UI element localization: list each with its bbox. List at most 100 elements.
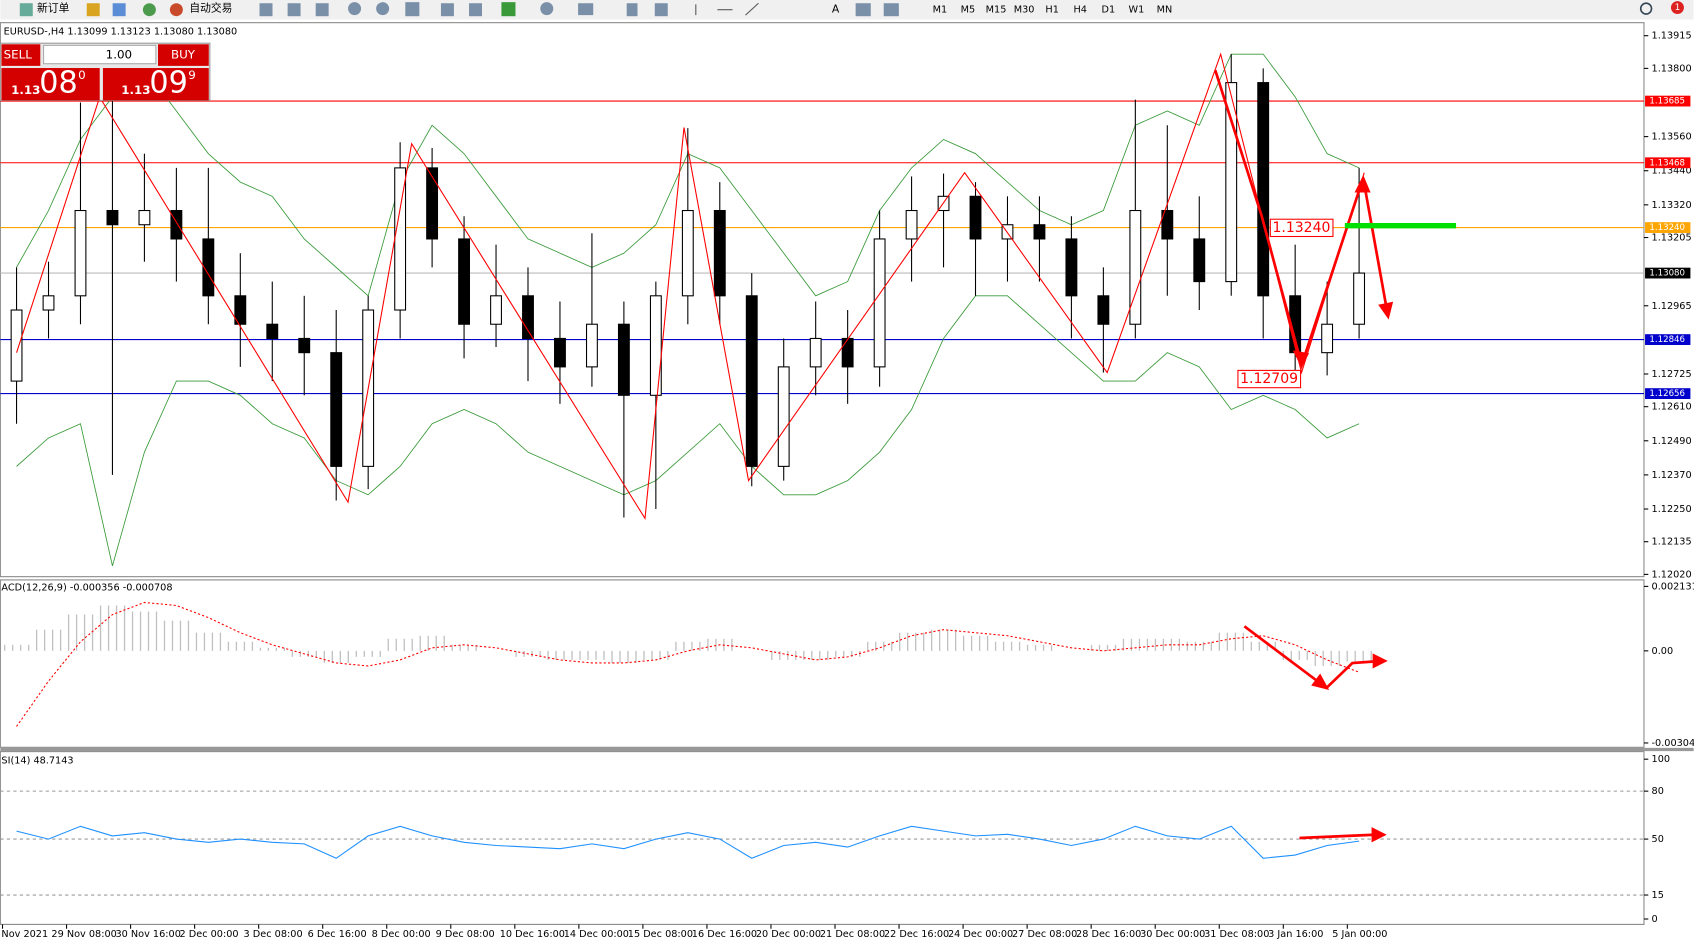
icon[interactable] <box>626 3 638 17</box>
ask-pips[interactable]: 09 <box>149 66 187 101</box>
y-tick-label: 1.12725 <box>1652 369 1692 380</box>
icon[interactable] <box>19 3 33 17</box>
icon[interactable] <box>578 3 594 16</box>
icon[interactable] <box>440 3 454 17</box>
timeframe-button[interactable]: H1 <box>1045 5 1058 16</box>
x-tick-label: 27 Dec 08:00 <box>1012 929 1077 940</box>
timeframe-button[interactable]: MN <box>1157 5 1173 16</box>
candle-body <box>809 337 822 368</box>
timeframe-button[interactable]: M5 <box>961 5 976 16</box>
new-order[interactable]: 新订单 <box>37 2 70 15</box>
x-tick-label: 30 Nov 16:00 <box>115 929 180 940</box>
icon[interactable] <box>469 3 482 17</box>
candle-body <box>1161 209 1174 240</box>
candle-body <box>1257 82 1270 297</box>
x-tick-label: 3 Dec 08:00 <box>244 929 303 940</box>
bid-box[interactable] <box>1 68 100 101</box>
y-tick-label: 50 <box>1652 834 1664 845</box>
icon[interactable] <box>883 3 899 17</box>
price-tag <box>1645 388 1691 399</box>
x-tick-label: 8 Dec 00:00 <box>372 929 431 940</box>
icon[interactable] <box>169 3 183 17</box>
sell-button[interactable] <box>1 44 41 66</box>
price-tag-label: 1.13685 <box>1649 97 1685 107</box>
y-tick-label: 1.12135 <box>1652 537 1692 548</box>
ask-box[interactable] <box>102 68 209 101</box>
icon[interactable]: A <box>832 3 840 16</box>
ask-big[interactable]: 1.13 <box>121 83 150 97</box>
timeframe-button[interactable]: M30 <box>1014 5 1035 16</box>
y-tick-label: 1.13320 <box>1652 200 1692 211</box>
candle-body <box>170 209 183 240</box>
icon[interactable] <box>287 3 301 17</box>
candle-body <box>745 295 758 467</box>
icon[interactable] <box>376 2 390 16</box>
candle-body <box>74 209 87 297</box>
icon[interactable] <box>315 3 329 17</box>
candle-body <box>138 209 151 226</box>
lot-input[interactable] <box>43 44 157 65</box>
icon[interactable] <box>348 2 362 16</box>
candle-body <box>490 295 502 325</box>
timeframe-button[interactable]: M15 <box>986 5 1007 16</box>
one-click-trading: SELL 1.00 BUY 1.13 08 0 1.13 09 9 <box>0 42 211 101</box>
annotation: 1.12709 <box>1240 371 1298 387</box>
x-tick-label: 15 Dec 08:00 <box>628 929 693 940</box>
candle-body <box>1353 272 1366 325</box>
icon[interactable] <box>654 3 668 17</box>
icon[interactable] <box>112 3 126 17</box>
y-tick-label: 0 <box>1652 914 1658 925</box>
candle-body <box>458 238 471 325</box>
timeframe-button[interactable]: M1 <box>933 5 948 16</box>
candle-body <box>42 295 55 311</box>
candle-body <box>713 209 726 297</box>
bid-pips[interactable]: 08 <box>39 66 77 101</box>
candle-body <box>554 337 566 368</box>
x-tick-label: 21 Dec 08:00 <box>820 929 885 940</box>
lot-value[interactable]: 1.00 <box>106 48 132 62</box>
ask-frac[interactable]: 9 <box>188 68 196 82</box>
bid-frac[interactable]: 0 <box>78 68 86 82</box>
arrow-head <box>1371 827 1387 843</box>
zigzag <box>16 52 1365 521</box>
x-tick-label: 22 Dec 16:00 <box>884 929 949 940</box>
buy-button[interactable] <box>158 44 209 66</box>
candle-body <box>1193 238 1206 283</box>
icon[interactable] <box>405 2 420 17</box>
buy-label[interactable]: BUY <box>171 48 196 62</box>
x-tick-label: 16 Dec 16:00 <box>692 929 757 940</box>
candle-body <box>649 295 662 396</box>
candle-body <box>617 323 630 396</box>
price-tag <box>1645 267 1691 279</box>
bid-big[interactable]: 1.13 <box>11 83 40 97</box>
sell-label[interactable]: SELL <box>4 48 33 62</box>
icon[interactable] <box>855 3 871 17</box>
price-tag <box>1645 222 1691 233</box>
macd-label: ACD(12,26,9) -0.000356 -0.000708 <box>1 582 172 593</box>
candle-body <box>681 209 694 297</box>
x-tick-label: 6 Dec 16:00 <box>308 929 367 940</box>
candle-body <box>777 366 790 467</box>
x-tick-label: 20 Dec 00:00 <box>756 929 821 940</box>
search[interactable] <box>1639 2 1653 15</box>
timeframe-button[interactable]: H4 <box>1074 5 1087 16</box>
candle-body <box>1033 224 1046 240</box>
icon[interactable] <box>540 2 554 16</box>
auto-trading[interactable]: 自动交易 <box>189 2 232 15</box>
timeframe-button[interactable]: W1 <box>1129 5 1145 16</box>
candle-body <box>522 295 534 339</box>
candle-body <box>426 167 439 240</box>
notification-badge[interactable] <box>1670 1 1684 15</box>
icon[interactable] <box>501 2 516 17</box>
annotation-box <box>1237 369 1302 389</box>
icon[interactable] <box>745 2 759 16</box>
icon[interactable] <box>259 3 273 17</box>
icon[interactable] <box>86 3 100 17</box>
candle-body <box>202 238 215 297</box>
timeframe-button[interactable]: D1 <box>1102 5 1116 16</box>
icon[interactable] <box>142 3 156 17</box>
y-tick-label: 1.12020 <box>1652 569 1692 580</box>
y-tick-label: 1.13440 <box>1652 166 1692 177</box>
